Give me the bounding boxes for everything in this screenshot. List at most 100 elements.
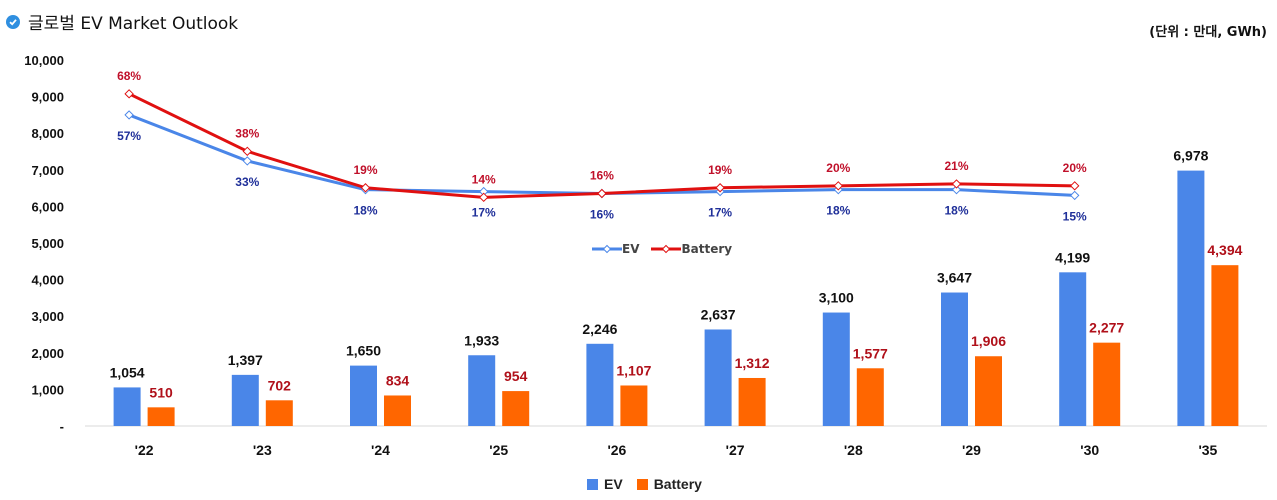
battery-line-marker	[715, 183, 725, 193]
ev-pct-label: 18%	[826, 204, 850, 218]
ev-bar-label: 1,054	[110, 364, 145, 380]
ev-bar	[231, 374, 259, 426]
ev-bar-label: 1,397	[228, 352, 263, 368]
check-circle-icon	[6, 14, 20, 29]
battery-pct-label: 21%	[944, 159, 968, 173]
ev-pct-label: 57%	[117, 129, 141, 143]
ev-line-marker	[1069, 190, 1080, 201]
y-tick-label: 2,000	[31, 346, 64, 361]
y-tick-label: 1,000	[31, 382, 64, 397]
battery-line-swatch-icon	[651, 244, 682, 254]
ev-pct-label: 18%	[353, 204, 377, 218]
ev-pct-label: 18%	[944, 204, 968, 218]
x-tick-label: '28	[844, 442, 863, 458]
ev-bar	[1059, 272, 1087, 426]
x-tick-label: '29	[962, 442, 981, 458]
ev-bar	[822, 312, 850, 426]
y-tick-label: -	[60, 419, 64, 434]
legend-bar-ev-label: EV	[604, 476, 623, 492]
battery-bar	[1093, 342, 1121, 426]
y-tick-label: 7,000	[31, 163, 64, 178]
unit-label: (단위 : 만대, GWh)	[1149, 25, 1267, 40]
ev-line-marker	[242, 156, 253, 166]
ev-pct-label: 17%	[708, 206, 732, 220]
y-tick-label: 5,000	[31, 236, 64, 251]
y-tick-label: 8,000	[31, 126, 64, 141]
x-tick-label: '27	[726, 442, 745, 458]
ev-line-swatch-icon	[592, 244, 622, 254]
battery-bar-label: 2,277	[1089, 320, 1124, 336]
ev-bar	[113, 387, 141, 426]
bar-legend: EV Battery	[587, 476, 716, 492]
battery-bar	[502, 391, 530, 426]
legend-bar-battery-label: Battery	[653, 476, 702, 492]
battery-bar	[738, 377, 766, 426]
battery-bar-label: 1,312	[735, 355, 770, 371]
battery-bar-label: 510	[149, 384, 173, 400]
battery-pct-label: 19%	[708, 163, 732, 177]
battery-bar	[1211, 265, 1239, 426]
ev-bar-label: 4,199	[1055, 249, 1090, 265]
ev-bar-label: 6,978	[1173, 148, 1208, 164]
battery-bar	[147, 407, 175, 426]
ev-swatch-icon	[587, 478, 598, 490]
battery-line-marker	[1069, 181, 1080, 191]
ev-bar-label: 1,933	[464, 332, 499, 348]
battery-pct-label: 14%	[472, 172, 496, 186]
ev-bar-label: 2,246	[582, 321, 617, 337]
battery-pct-label: 16%	[590, 169, 614, 183]
x-tick-label: '22	[135, 442, 154, 458]
battery-bar-label: 4,394	[1207, 242, 1242, 258]
ev-line-marker	[124, 110, 134, 120]
battery-bar-label: 834	[386, 372, 410, 388]
battery-pct-label: 68%	[117, 69, 141, 83]
battery-bar	[975, 356, 1002, 426]
ev-bar	[586, 343, 614, 426]
legend-line-ev-label: EV	[622, 242, 640, 256]
ev-bar	[941, 292, 968, 426]
x-tick-label: '25	[489, 442, 508, 458]
ev-line-marker	[951, 184, 962, 195]
battery-bar	[620, 385, 648, 426]
battery-line-marker	[597, 188, 607, 199]
battery-bar	[265, 400, 293, 426]
ev-bar	[468, 355, 496, 426]
ev-pct-label: 15%	[1063, 209, 1087, 223]
chart-header: 글로벌 EV Market Outlook	[6, 9, 238, 34]
battery-line-marker	[242, 146, 253, 157]
x-tick-label: '35	[1198, 442, 1217, 458]
y-tick-label: 3,000	[31, 309, 64, 324]
ev-pct-label: 33%	[235, 175, 259, 189]
ev-bar	[704, 329, 732, 426]
ev-pct-label: 16%	[590, 208, 614, 222]
y-tick-label: 4,000	[31, 273, 64, 288]
legend-line-battery-label: Battery	[681, 242, 733, 256]
ev-bar-label: 3,647	[937, 270, 972, 286]
battery-bar	[384, 395, 411, 426]
ev-bar-label: 2,637	[701, 306, 736, 322]
battery-pct-label: 19%	[353, 163, 377, 177]
battery-swatch-icon	[636, 478, 648, 490]
legend-line-battery: Battery	[651, 242, 732, 256]
battery-line-marker	[951, 179, 962, 189]
battery-line-marker	[478, 192, 489, 203]
battery-pct-label: 20%	[1063, 161, 1087, 175]
ev-pct-label: 17%	[472, 206, 496, 220]
legend-bar-battery: Battery	[636, 476, 702, 492]
y-tick-label: 10,000	[24, 53, 64, 68]
ev-bar-label: 1,650	[346, 343, 381, 359]
ev-bar-label: 3,100	[819, 290, 854, 306]
battery-bar	[856, 368, 884, 426]
battery-bar-label: 1,577	[853, 345, 888, 361]
battery-bar-label: 1,107	[616, 362, 651, 378]
x-tick-label: '30	[1080, 442, 1099, 458]
battery-bar-label: 954	[504, 368, 528, 384]
battery-line-marker	[360, 183, 371, 193]
ev-bar	[350, 365, 377, 426]
chart-title: 글로벌 EV Market Outlook	[28, 14, 239, 34]
battery-line-marker	[124, 89, 134, 99]
line-legend: EV Battery	[592, 242, 744, 256]
battery-pct-label: 20%	[826, 161, 850, 175]
legend-line-ev: EV	[592, 242, 639, 256]
